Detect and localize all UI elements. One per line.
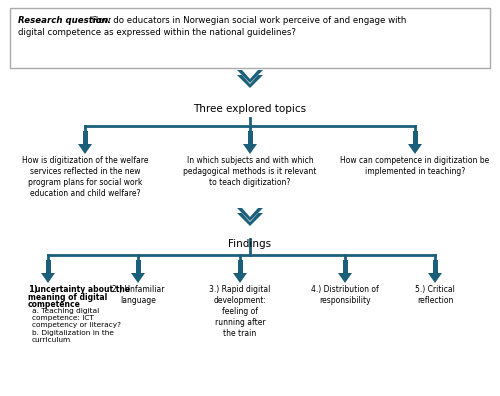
Polygon shape	[243, 144, 257, 154]
Polygon shape	[237, 213, 263, 226]
Text: competency or literacy?: competency or literacy?	[32, 322, 121, 329]
Polygon shape	[338, 273, 352, 283]
Text: 1): 1)	[28, 285, 38, 294]
Polygon shape	[78, 144, 92, 154]
Text: curriculum: curriculum	[32, 337, 72, 343]
Bar	[46, 260, 51, 273]
Text: uncertainty about the: uncertainty about the	[35, 285, 130, 294]
Polygon shape	[237, 75, 263, 88]
Text: b. Digitalization in the: b. Digitalization in the	[32, 330, 114, 336]
Text: meaning of digital: meaning of digital	[28, 293, 107, 301]
Bar	[248, 131, 252, 144]
Text: competence: competence	[28, 300, 81, 309]
Bar	[136, 260, 140, 273]
Polygon shape	[41, 273, 55, 283]
Polygon shape	[428, 273, 442, 283]
Text: How is digitization of the welfare
services reflected in the new
program plans f: How is digitization of the welfare servi…	[22, 156, 148, 198]
Text: digital competence as expressed within the national guidelines?: digital competence as expressed within t…	[18, 28, 296, 37]
Text: In which subjects and with which
pedagogical methods is it relevant
to teach dig: In which subjects and with which pedagog…	[184, 156, 316, 187]
Text: Research question:: Research question:	[18, 16, 112, 25]
Text: How can competence in digitization be
implemented in teaching?: How can competence in digitization be im…	[340, 156, 490, 176]
Bar	[10, 8, 490, 68]
Polygon shape	[237, 208, 263, 221]
Polygon shape	[131, 273, 145, 283]
Text: competence: ICT: competence: ICT	[32, 315, 94, 321]
Polygon shape	[233, 273, 247, 283]
Bar	[432, 260, 438, 273]
Text: 2.) Unfamiliar
language: 2.) Unfamiliar language	[112, 285, 164, 305]
Text: Three explored topics: Three explored topics	[194, 104, 306, 114]
Bar	[238, 260, 242, 273]
Text: a. Teaching digital: a. Teaching digital	[32, 308, 99, 314]
Text: 5.) Critical
reflection: 5.) Critical reflection	[415, 285, 455, 305]
Polygon shape	[408, 144, 422, 154]
Text: Findings: Findings	[228, 239, 272, 249]
Bar	[342, 260, 347, 273]
Bar	[82, 131, 87, 144]
Text: 3.) Rapid digital
development:
feeling of
running after
the train: 3.) Rapid digital development: feeling o…	[210, 285, 270, 339]
Polygon shape	[237, 70, 263, 83]
Text: 4.) Distribution of
responsibility: 4.) Distribution of responsibility	[311, 285, 379, 305]
Text: How do educators in Norwegian social work perceive of and engage with: How do educators in Norwegian social wor…	[89, 16, 406, 25]
Bar	[412, 131, 418, 144]
